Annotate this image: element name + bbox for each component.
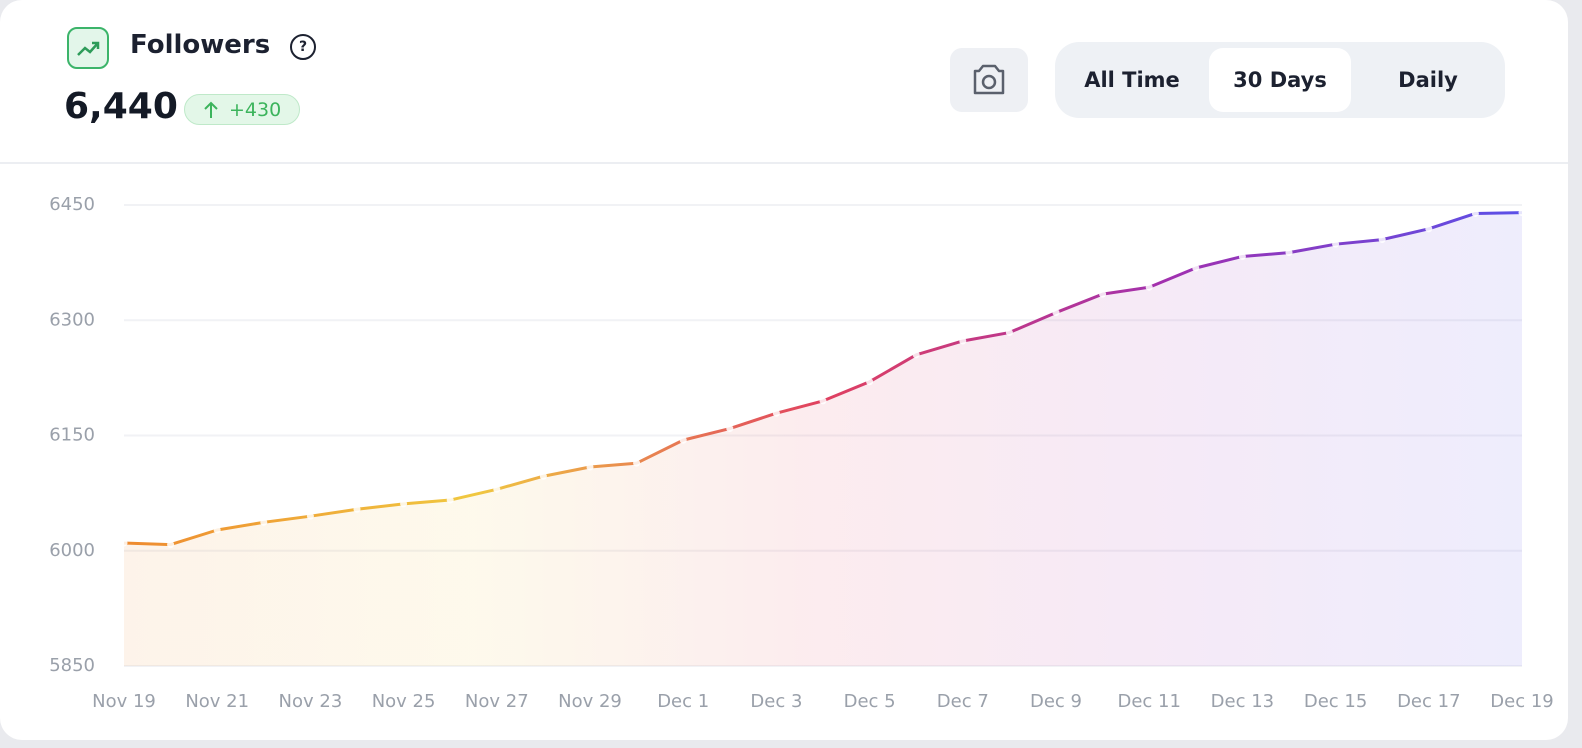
point bbox=[306, 512, 314, 520]
point bbox=[120, 539, 128, 547]
point bbox=[679, 436, 687, 444]
point bbox=[1471, 209, 1479, 217]
x-tick-label: Dec 19 bbox=[1490, 691, 1553, 712]
point bbox=[1052, 309, 1060, 317]
tab[interactable]: All Time bbox=[1084, 68, 1180, 92]
y-tick-label: 6000 bbox=[49, 540, 95, 561]
x-tick-label: Dec 11 bbox=[1117, 691, 1180, 712]
camera-icon bbox=[973, 64, 1005, 95]
point bbox=[819, 397, 827, 405]
chart: 5850 6000 6150 6300 6450 Nov 19 Nov 21 Nov 23 No… bbox=[49, 194, 1554, 712]
change: +430 bbox=[229, 99, 282, 121]
point bbox=[1332, 240, 1340, 248]
camera-button[interactable] bbox=[950, 48, 1028, 112]
help-button[interactable]: ? bbox=[290, 34, 316, 60]
point bbox=[726, 425, 734, 433]
y-tick-label: 6450 bbox=[49, 194, 95, 215]
icon bbox=[67, 27, 109, 69]
x-tick-label: Dec 7 bbox=[937, 691, 989, 712]
x-tick-label: Dec 3 bbox=[750, 691, 802, 712]
point bbox=[539, 472, 547, 480]
point bbox=[1145, 283, 1153, 291]
arrow bbox=[204, 101, 218, 118]
x-tick-label: Dec 17 bbox=[1397, 691, 1460, 712]
point bbox=[633, 459, 641, 467]
title: Followers bbox=[130, 30, 271, 60]
x-tick-label: Nov 27 bbox=[465, 691, 529, 712]
point bbox=[959, 337, 967, 345]
x-tick-label: Dec 15 bbox=[1304, 691, 1367, 712]
point bbox=[586, 463, 594, 471]
point bbox=[260, 518, 268, 526]
tab[interactable]: 30 Days bbox=[1209, 48, 1351, 112]
x-tick-label: Dec 9 bbox=[1030, 691, 1082, 712]
point bbox=[353, 505, 361, 513]
x-tick-label: Nov 23 bbox=[279, 691, 343, 712]
point bbox=[1518, 209, 1526, 217]
y-tick-label: 5850 bbox=[49, 655, 95, 676]
x-tick-label: Nov 25 bbox=[372, 691, 436, 712]
point bbox=[772, 409, 780, 417]
x-tick-label: Nov 21 bbox=[185, 691, 249, 712]
range-control: All Time 30 Days Daily bbox=[1055, 42, 1505, 118]
point bbox=[213, 526, 221, 534]
point bbox=[167, 541, 175, 549]
point bbox=[866, 378, 874, 386]
header: Followers ? 6,440 +430 All Time 30 Days Da… bbox=[0, 0, 1568, 164]
point bbox=[493, 485, 501, 493]
tab[interactable]: Daily bbox=[1398, 68, 1458, 92]
y-tick-label: 6150 bbox=[49, 425, 95, 446]
x-tick-label: Nov 19 bbox=[92, 691, 156, 712]
change-badge: +430 bbox=[184, 94, 300, 125]
point bbox=[1238, 252, 1246, 260]
point bbox=[1005, 329, 1013, 337]
x-tick-label: Dec 13 bbox=[1211, 691, 1274, 712]
point bbox=[1378, 236, 1386, 244]
y-tick-label: 6300 bbox=[49, 309, 95, 330]
point bbox=[400, 500, 408, 508]
value: 6,440 bbox=[64, 86, 178, 127]
point bbox=[912, 351, 920, 359]
x-tick-label: Dec 1 bbox=[657, 691, 709, 712]
point bbox=[1285, 249, 1293, 257]
x-tick-label: Nov 29 bbox=[558, 691, 622, 712]
area bbox=[124, 212, 1522, 666]
point bbox=[1192, 264, 1200, 272]
point bbox=[1425, 225, 1433, 233]
point bbox=[446, 496, 454, 504]
x-tick-label: Dec 5 bbox=[844, 691, 896, 712]
point bbox=[1099, 290, 1107, 298]
